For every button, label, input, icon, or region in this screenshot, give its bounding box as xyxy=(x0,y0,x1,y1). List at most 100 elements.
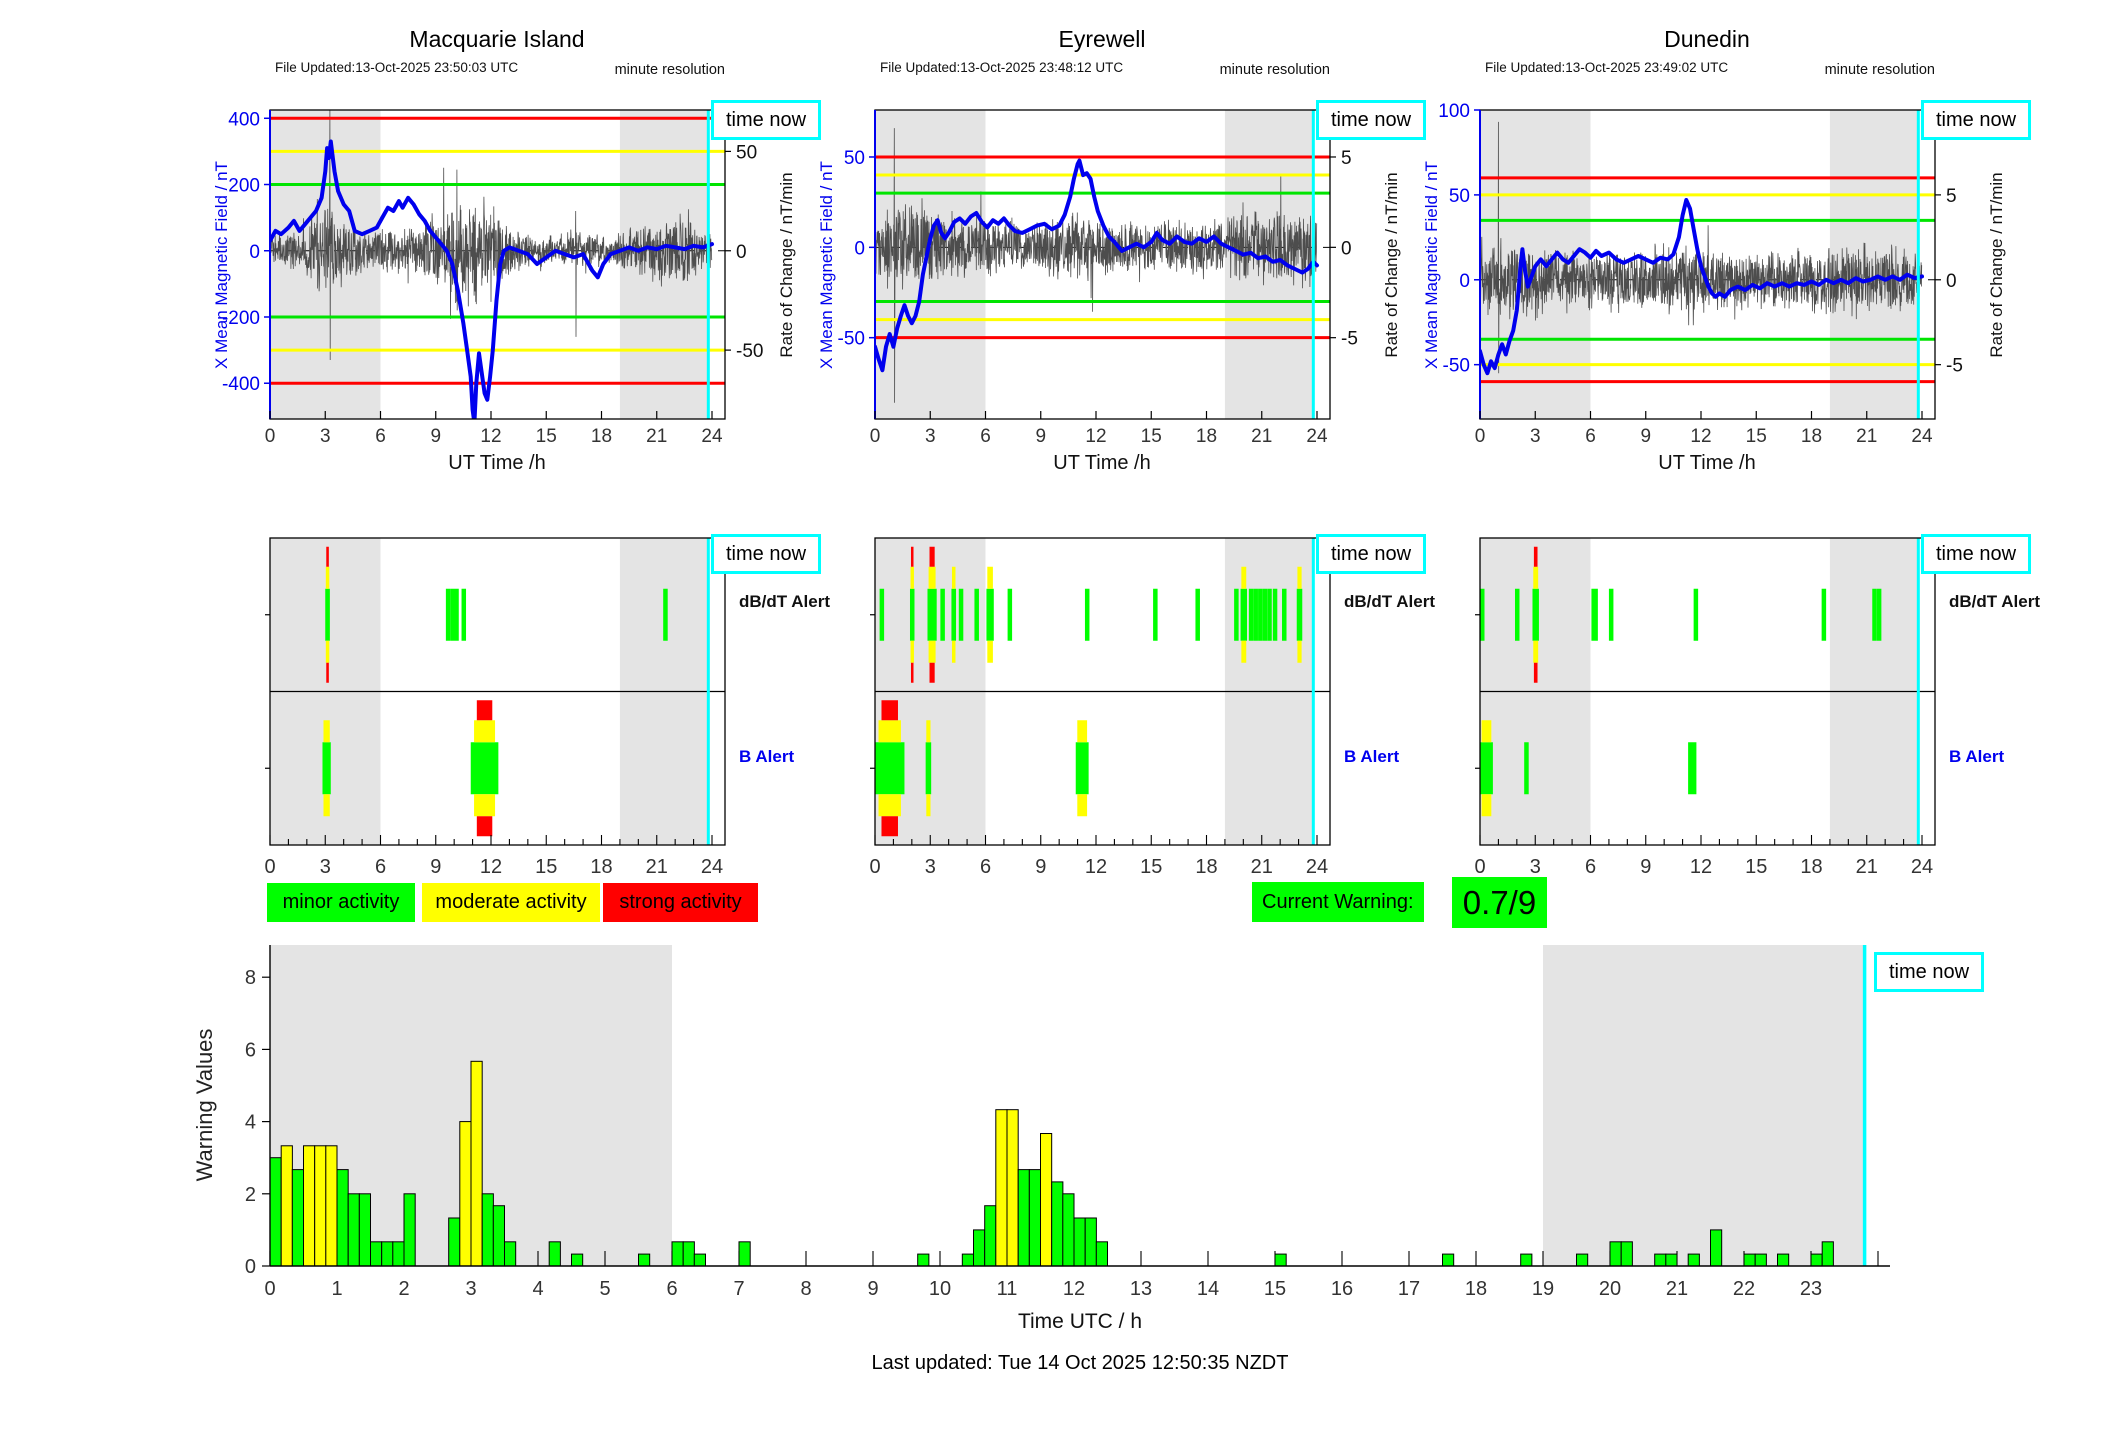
alert-mark-moderate xyxy=(1241,566,1247,589)
alert-mark-minor xyxy=(1234,588,1239,641)
rate-of-change-trace xyxy=(1480,121,1923,374)
bottom-x-tick-label: 15 xyxy=(1264,1278,1286,1300)
alert-mark-moderate xyxy=(1297,640,1302,663)
strip-x-tick-label: 3 xyxy=(320,856,331,878)
strip-x-tick-label: 6 xyxy=(980,856,991,878)
alert-mark-moderate xyxy=(987,640,993,663)
alert-mark-minor xyxy=(940,588,945,641)
warning-bar xyxy=(1743,1253,1756,1267)
alert-strip-2: 0 3 6 9 12 15 18 21 24 xyxy=(1474,537,1936,878)
left-tick-label: 50 xyxy=(844,148,865,169)
time-now-badge: time now xyxy=(1921,534,2031,574)
warning-bar xyxy=(548,1241,561,1267)
strip-x-tick-label: 0 xyxy=(264,856,275,878)
left-tick-label: 400 xyxy=(228,109,260,130)
alert-mark-minor xyxy=(875,742,905,795)
x-tick-label: 6 xyxy=(375,426,386,447)
x-axis-label: UT Time /h xyxy=(1053,452,1151,474)
x-tick-label: 21 xyxy=(1251,426,1272,447)
alert-mark-strong xyxy=(1533,546,1538,567)
alert-mark-strong xyxy=(910,662,914,683)
warning-bar xyxy=(370,1241,383,1267)
strip-x-tick-label: 18 xyxy=(1195,856,1217,878)
warning-bar xyxy=(1520,1253,1533,1267)
mean-field-curve xyxy=(875,158,1319,373)
strip-x-tick-label: 24 xyxy=(1306,856,1328,878)
x-tick-label: 9 xyxy=(1640,426,1651,447)
warning-bar xyxy=(961,1253,974,1267)
time-now-badge: time now xyxy=(1921,100,2031,140)
strip-x-tick-label: 9 xyxy=(1035,856,1046,878)
warning-bar xyxy=(738,1241,751,1267)
left-tick-label: -400 xyxy=(222,374,260,395)
bottom-x-tick-label: 1 xyxy=(331,1278,342,1300)
right-tick-label: 5 xyxy=(1341,148,1352,169)
warning-bar xyxy=(1576,1253,1589,1267)
strip-x-tick-label: 6 xyxy=(375,856,386,878)
strip-x-tick-label: 21 xyxy=(1251,856,1273,878)
alert-mark-minor xyxy=(1248,588,1254,641)
x-tick-label: 18 xyxy=(591,426,612,447)
time-now-badge: time now xyxy=(711,100,821,140)
warning-bar xyxy=(984,1205,997,1267)
alert-mark-minor xyxy=(1693,588,1699,641)
current-warning-value: 0.7/9 xyxy=(1452,877,1547,928)
alert-mark-moderate xyxy=(474,794,496,817)
warning-values-axis-label: Warning Values xyxy=(192,1028,217,1182)
warning-bar xyxy=(392,1241,405,1267)
alert-mark-strong xyxy=(326,546,329,567)
y-axis-label-right: Rate of Change / nT/min xyxy=(1987,172,2006,358)
minute-resolution-label: minute resolution xyxy=(1219,62,1330,78)
alert-mark-minor xyxy=(1240,588,1248,641)
alert-mark-moderate xyxy=(1297,566,1302,589)
strip-x-tick-label: 3 xyxy=(925,856,936,878)
dbdt-alert-label: dB/dT Alert xyxy=(1344,592,1435,611)
warning-bar xyxy=(995,1109,1008,1267)
strip-x-tick-label: 21 xyxy=(1856,856,1878,878)
alert-mark-moderate xyxy=(325,640,330,663)
bottom-x-tick-label: 19 xyxy=(1532,1278,1554,1300)
warning-bar xyxy=(403,1193,416,1267)
last-updated-text: Last updated: Tue 14 Oct 2025 12:50:35 N… xyxy=(871,1352,1289,1374)
y-axis-label-right: Rate of Change / nT/min xyxy=(1382,172,1401,358)
bottom-x-tick-label: 20 xyxy=(1599,1278,1621,1300)
warning-bar xyxy=(1006,1109,1019,1267)
alert-mark-minor xyxy=(909,588,915,641)
dbdt-alert-label: dB/dT Alert xyxy=(739,592,830,611)
warning-bar xyxy=(459,1121,472,1267)
x-tick-label: 24 xyxy=(1306,426,1328,447)
warning-bar xyxy=(269,1157,282,1267)
x-tick-label: 0 xyxy=(1475,426,1486,447)
alert-mark-strong xyxy=(929,662,935,683)
warning-bar xyxy=(1810,1253,1823,1267)
alert-mark-moderate xyxy=(926,794,931,817)
night-shading-band xyxy=(1543,945,1865,1266)
bottom-x-tick-label: 14 xyxy=(1197,1278,1219,1300)
left-tick-label: 200 xyxy=(228,176,260,197)
x-tick-label: 3 xyxy=(1530,426,1541,447)
alert-mark-moderate xyxy=(1533,566,1539,589)
dbdt-alert-label: dB/dT Alert xyxy=(1949,592,2040,611)
y-axis-label-left: X Mean Magnetic Field / nT xyxy=(212,161,231,369)
strip-x-tick-label: 3 xyxy=(1530,856,1541,878)
alert-mark-minor xyxy=(445,588,451,641)
alert-mark-minor xyxy=(450,588,459,641)
strip-x-tick-label: 9 xyxy=(430,856,441,878)
alert-mark-minor xyxy=(1480,742,1493,795)
strip-x-tick-label: 12 xyxy=(1085,856,1107,878)
strip-x-tick-label: 0 xyxy=(1474,856,1485,878)
bottom-x-tick-label: 22 xyxy=(1733,1278,1755,1300)
warning-bar xyxy=(1654,1253,1667,1267)
warning-bar xyxy=(1073,1217,1086,1267)
x-tick-label: 24 xyxy=(1911,426,1933,447)
right-tick-label: -50 xyxy=(736,341,763,362)
alert-mark-minor xyxy=(1272,588,1278,641)
station-title-eyrewell: Eyrewell xyxy=(1058,26,1146,52)
y-axis-label-left: X Mean Magnetic Field / nT xyxy=(817,161,836,369)
file-updated-eyrewell: File Updated:13-Oct-2025 23:48:12 UTC xyxy=(880,60,1124,75)
alert-mark-minor xyxy=(879,588,885,641)
strip-x-tick-label: 15 xyxy=(1745,856,1767,878)
x-tick-label: 9 xyxy=(430,426,441,447)
